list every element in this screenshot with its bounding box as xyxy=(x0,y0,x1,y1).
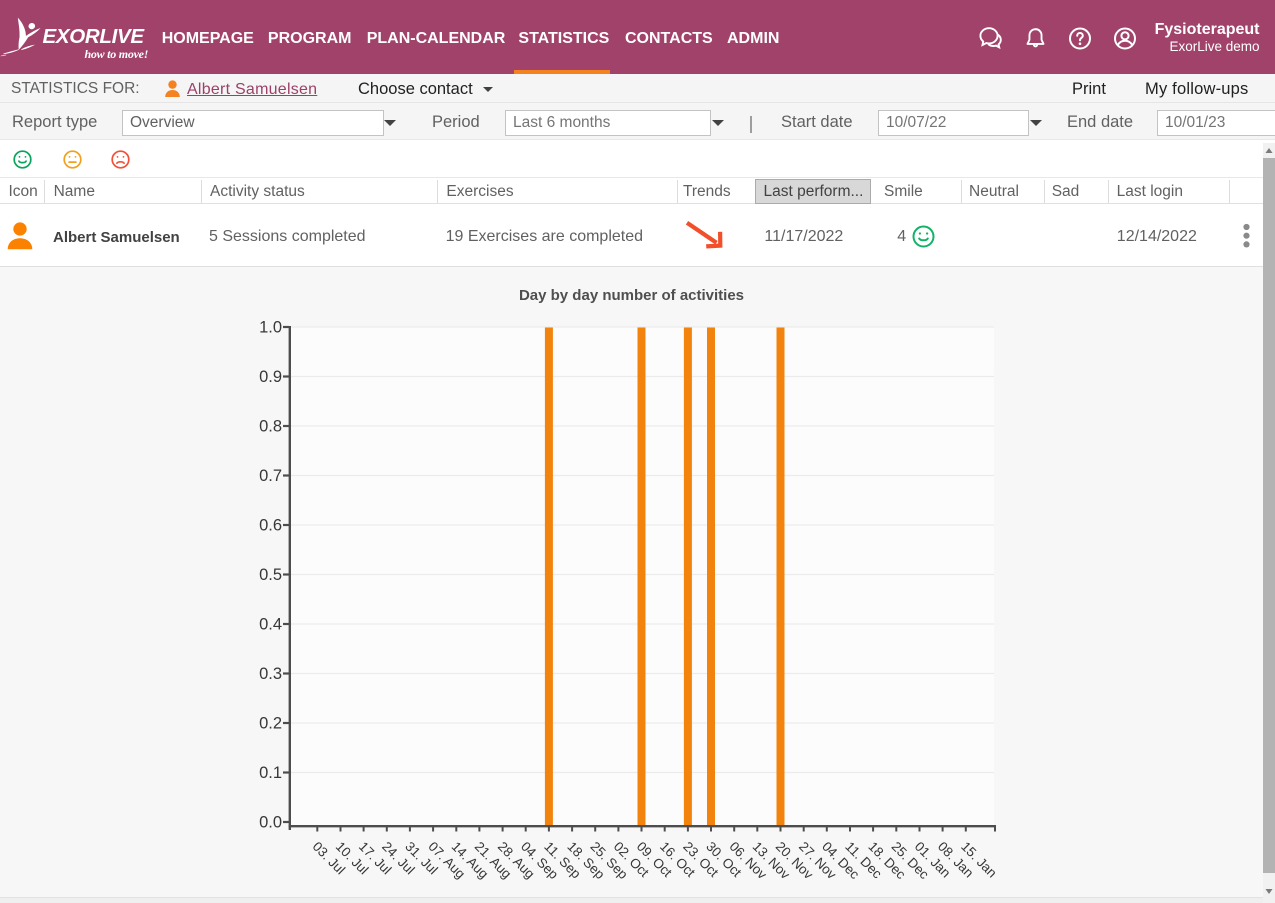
svg-text:0.4: 0.4 xyxy=(259,616,282,634)
svg-text:0.7: 0.7 xyxy=(259,467,282,485)
svg-text:0.2: 0.2 xyxy=(259,715,282,733)
svg-text:0.5: 0.5 xyxy=(259,566,282,584)
svg-text:EXORLIVE: EXORLIVE xyxy=(43,25,146,48)
svg-text:1.0: 1.0 xyxy=(259,319,282,337)
svg-text:0.0: 0.0 xyxy=(259,814,282,832)
svg-text:0.9: 0.9 xyxy=(259,368,282,386)
svg-text:0.1: 0.1 xyxy=(259,764,282,782)
svg-text:0.6: 0.6 xyxy=(259,517,282,535)
svg-text:0.8: 0.8 xyxy=(259,418,282,436)
svg-text:0.3: 0.3 xyxy=(259,665,282,683)
svg-text:how to move!: how to move! xyxy=(85,47,149,61)
